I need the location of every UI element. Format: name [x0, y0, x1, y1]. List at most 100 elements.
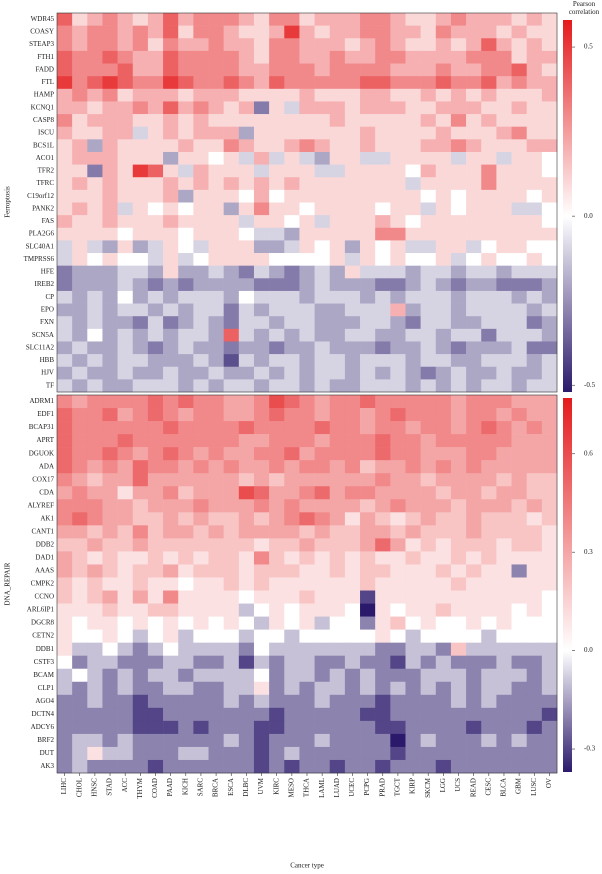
- heatmap-cell: [466, 473, 482, 487]
- heatmap-cell: [420, 139, 437, 153]
- heatmap-cell: [269, 590, 285, 604]
- heatmap-cell: [147, 551, 164, 565]
- heatmap-cell: [102, 629, 118, 643]
- heatmap-cell: [269, 354, 285, 368]
- heatmap-cell: [117, 290, 134, 304]
- heatmap-cell: [72, 681, 88, 696]
- heatmap-cell: [360, 379, 376, 393]
- heatmap-cell: [450, 50, 467, 64]
- heatmap-cell: [405, 139, 421, 153]
- heatmap-cell: [57, 227, 73, 241]
- heatmap-cell: [102, 177, 118, 191]
- heatmap-cell: [72, 101, 88, 115]
- heatmap-cell: [87, 76, 103, 90]
- heatmap-cell: [420, 707, 437, 722]
- heatmap-cell: [102, 303, 118, 317]
- heatmap-cell: [435, 590, 452, 604]
- heatmap-cell: [208, 101, 224, 115]
- heatmap-cell: [117, 759, 134, 774]
- heatmap-cell: [253, 316, 270, 330]
- heatmap-cell: [405, 434, 421, 448]
- heatmap-cell: [375, 101, 391, 115]
- heatmap-cell: [450, 681, 467, 696]
- heatmap-cell: [541, 525, 558, 539]
- heatmap-cell: [435, 603, 452, 617]
- heatmap-cell: [72, 629, 88, 643]
- heatmap-cell: [450, 720, 467, 735]
- heatmap-cell: [238, 139, 255, 153]
- row-label: TFR2: [38, 167, 55, 175]
- heatmap-cell: [178, 13, 194, 26]
- heatmap-cell: [193, 76, 209, 90]
- heatmap-cell: [223, 227, 240, 241]
- heatmap-cell: [87, 379, 103, 393]
- heatmap-cell: [375, 408, 391, 422]
- heatmap-cell: [375, 253, 391, 266]
- heatmap-cell: [481, 525, 497, 539]
- colorbar-tick-label: -0.3: [584, 745, 596, 753]
- heatmap-cell: [87, 499, 103, 513]
- heatmap-cell: [269, 564, 285, 578]
- heatmap-cell: [526, 38, 543, 52]
- heatmap-cell: [405, 354, 421, 368]
- heatmap-cell: [405, 694, 421, 709]
- heatmap-cell: [390, 38, 406, 52]
- heatmap-cell: [87, 303, 103, 317]
- heatmap-cell: [405, 642, 421, 656]
- heatmap-cell: [238, 215, 255, 229]
- heatmap-cell: [253, 101, 270, 115]
- row-label: COX17: [32, 475, 54, 483]
- heatmap-cell: [193, 421, 209, 435]
- heatmap-cell: [208, 63, 224, 77]
- heatmap-cell: [450, 366, 467, 380]
- heatmap-cell: [314, 681, 331, 696]
- heatmap-cell: [511, 538, 527, 552]
- heatmap-cell: [420, 63, 437, 77]
- heatmap-cell: [102, 151, 118, 165]
- heatmap-cell: [375, 694, 391, 709]
- heatmap-cell: [314, 486, 331, 500]
- heatmap-cell: [57, 733, 73, 748]
- heatmap-cell: [390, 642, 406, 656]
- heatmap-cell: [541, 486, 558, 500]
- heatmap-cell: [253, 227, 270, 241]
- heatmap-cell: [405, 590, 421, 604]
- heatmap-cell: [117, 328, 134, 342]
- heatmap-cell: [314, 720, 331, 735]
- heatmap-cell: [253, 473, 270, 487]
- heatmap-cell: [163, 13, 179, 26]
- heatmap-cell: [72, 151, 88, 165]
- heatmap-cell: [496, 139, 512, 153]
- heatmap-cell: [284, 694, 300, 709]
- heatmap-cell: [299, 577, 315, 591]
- heatmap-cell: [299, 265, 315, 279]
- heatmap-cell: [420, 408, 437, 422]
- heatmap-cell: [405, 616, 421, 630]
- heatmap-cell: [375, 50, 391, 64]
- heatmap-cell: [163, 253, 179, 266]
- heatmap-cell: [390, 227, 406, 241]
- heatmap-cell: [253, 707, 270, 722]
- x-tick-label: PCPG: [363, 778, 371, 796]
- heatmap-cell: [314, 189, 331, 203]
- heatmap-cell: [299, 189, 315, 203]
- x-tick-label: BLCA: [500, 778, 508, 797]
- heatmap-cell: [102, 551, 118, 565]
- heatmap-cell: [466, 303, 482, 317]
- heatmap-cell: [344, 408, 361, 422]
- heatmap-cell: [541, 733, 558, 748]
- heatmap-cell: [541, 379, 558, 393]
- heatmap-cell: [208, 616, 224, 630]
- heatmap-cell: [390, 408, 406, 422]
- heatmap-cell: [193, 616, 209, 630]
- heatmap-cell: [57, 101, 73, 115]
- heatmap-cell: [163, 551, 179, 565]
- heatmap-cell: [314, 253, 331, 266]
- heatmap-cell: [541, 551, 558, 565]
- heatmap-cell: [299, 759, 315, 774]
- heatmap-cell: [284, 421, 300, 435]
- heatmap-cell: [344, 486, 361, 500]
- heatmap-cell: [284, 733, 300, 748]
- heatmap-cell: [481, 720, 497, 735]
- heatmap-cell: [117, 460, 134, 474]
